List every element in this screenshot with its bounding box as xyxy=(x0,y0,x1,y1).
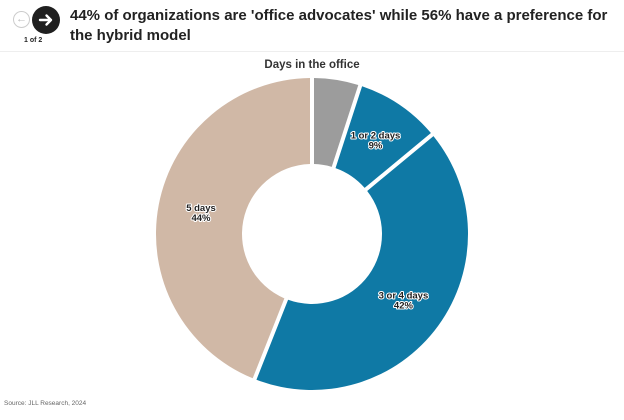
header-divider xyxy=(0,51,624,52)
next-button[interactable] xyxy=(32,6,60,34)
donut-slice xyxy=(155,78,311,379)
previous-button[interactable]: ← xyxy=(13,11,30,28)
chart-title: Days in the office xyxy=(264,59,360,71)
slice-value-label: 44% xyxy=(191,213,211,224)
donut-slice xyxy=(256,136,468,390)
slide-navigation: ← 1 of 2 xyxy=(8,4,62,48)
donut-chart: 1 or 2 days 9% 3 or 4 days 42% 5 days 44% xyxy=(155,78,468,390)
chart-headline: 44% of organizations are 'office advocat… xyxy=(70,7,608,44)
slice-category-label: 3 or 4 days xyxy=(379,290,429,301)
donut-slice xyxy=(335,86,431,188)
donut-slice xyxy=(313,78,359,167)
arrow-right-icon xyxy=(38,14,53,26)
slice-category-label: 1 or 2 days xyxy=(351,131,401,142)
slice-value-label: 42% xyxy=(394,300,414,311)
slice-category-label: 5 days xyxy=(186,203,216,214)
slice-value-label: 9% xyxy=(369,141,383,152)
slide-counter: 1 of 2 xyxy=(24,37,43,44)
slice-label: 3 or 4 days 42% xyxy=(379,290,429,311)
source-note: Source: JLL Research, 2024 xyxy=(4,400,87,407)
slice-label: 5 days 44% xyxy=(186,203,216,224)
slice-label: 1 or 2 days 9% xyxy=(351,131,401,152)
arrow-left-icon: ← xyxy=(16,13,27,25)
